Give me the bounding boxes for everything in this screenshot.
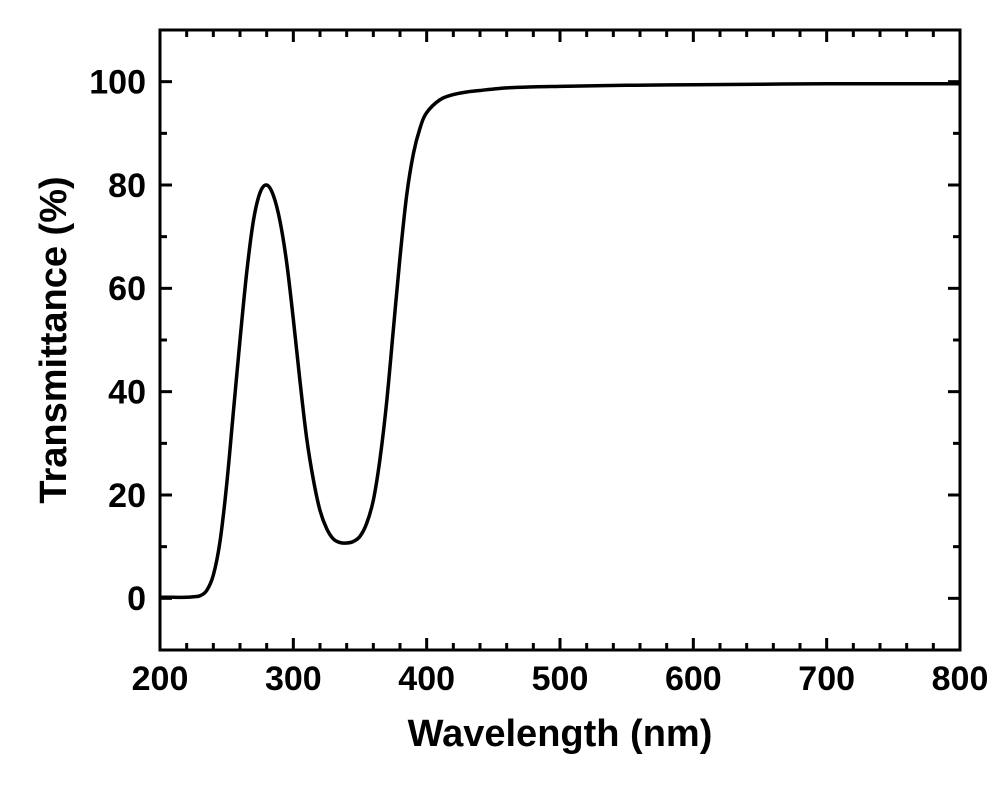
y-tick-label: 0 xyxy=(127,580,146,618)
y-tick-label: 40 xyxy=(108,374,146,412)
x-axis-label: Wavelength (nm) xyxy=(408,713,713,755)
transmittance-chart: 200 300 400 500 600 700 800 0 20 40 60 80 100 Wavelen… xyxy=(0,0,1000,789)
x-tick-label: 300 xyxy=(265,660,322,698)
y-tick-label: 100 xyxy=(89,64,146,102)
y-axis-label: Transmittance (%) xyxy=(33,176,75,503)
x-tick-label: 600 xyxy=(665,660,722,698)
x-tick-label: 200 xyxy=(132,660,189,698)
x-tick-label: 700 xyxy=(798,660,855,698)
x-tick-label: 400 xyxy=(398,660,455,698)
y-tick-label: 60 xyxy=(108,270,146,308)
x-tick-label: 500 xyxy=(532,660,589,698)
chart-svg: 200 300 400 500 600 700 800 0 20 40 60 80 100 Wavelen… xyxy=(0,0,1000,789)
x-tick-label: 800 xyxy=(932,660,989,698)
y-tick-label: 80 xyxy=(108,167,146,205)
y-tick-label: 20 xyxy=(108,477,146,515)
